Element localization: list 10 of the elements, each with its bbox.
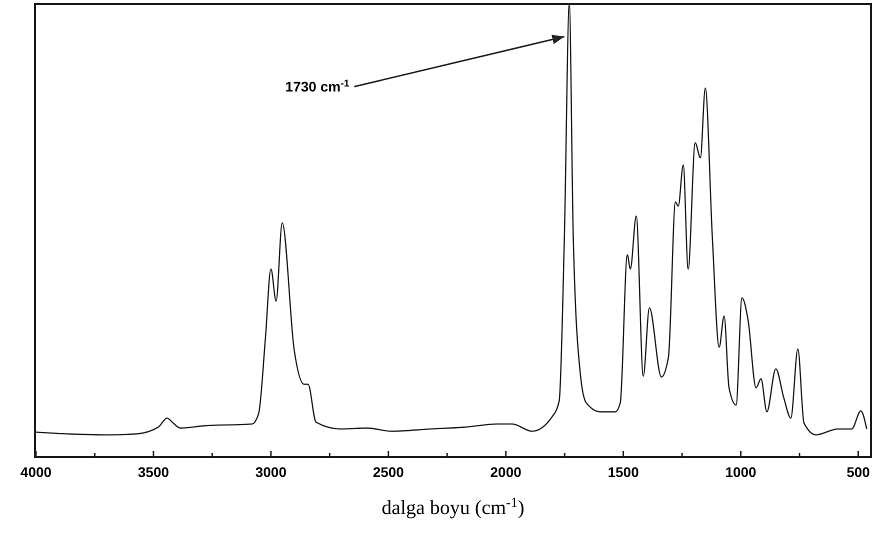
- x-tick-label: 1000: [725, 464, 757, 480]
- x-tick-label: 4000: [20, 464, 52, 480]
- x-tick-label: 500: [846, 464, 870, 480]
- x-axis-title: dalga boyu (cm$^{-1}$): [382, 496, 524, 519]
- annotation: 1730 cm$^{-1}$: [285, 78, 350, 95]
- x-tick-label: 2500: [372, 464, 404, 480]
- x-tick-label: 2000: [490, 464, 522, 480]
- x-tick-label: 3500: [138, 464, 170, 480]
- x-tick-label: 3000: [255, 464, 287, 480]
- x-tick-label: 1500: [608, 464, 640, 480]
